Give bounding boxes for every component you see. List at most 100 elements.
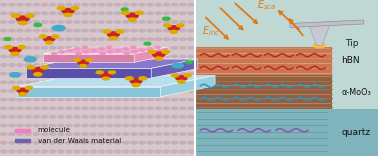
Circle shape bbox=[147, 116, 153, 118]
Circle shape bbox=[9, 46, 15, 49]
Circle shape bbox=[58, 81, 64, 84]
Circle shape bbox=[17, 133, 23, 135]
Circle shape bbox=[98, 90, 104, 92]
Circle shape bbox=[115, 124, 121, 127]
Circle shape bbox=[123, 21, 129, 23]
Circle shape bbox=[82, 72, 88, 75]
Circle shape bbox=[1, 90, 7, 92]
Circle shape bbox=[67, 49, 72, 51]
Circle shape bbox=[17, 3, 23, 6]
Circle shape bbox=[131, 64, 137, 66]
Circle shape bbox=[163, 21, 169, 23]
Circle shape bbox=[90, 81, 96, 84]
Circle shape bbox=[123, 150, 129, 153]
Circle shape bbox=[131, 107, 137, 110]
Circle shape bbox=[1, 29, 7, 32]
Circle shape bbox=[172, 98, 178, 101]
Circle shape bbox=[107, 46, 112, 48]
Circle shape bbox=[9, 3, 15, 6]
Bar bbox=[195, 0, 378, 156]
Circle shape bbox=[139, 124, 145, 127]
Circle shape bbox=[19, 21, 27, 25]
Circle shape bbox=[9, 116, 15, 118]
Circle shape bbox=[177, 24, 184, 27]
Circle shape bbox=[180, 72, 186, 75]
Circle shape bbox=[139, 38, 145, 40]
Circle shape bbox=[139, 77, 147, 80]
Circle shape bbox=[17, 46, 23, 49]
Circle shape bbox=[4, 38, 11, 40]
Circle shape bbox=[34, 73, 42, 76]
Circle shape bbox=[123, 133, 129, 135]
Circle shape bbox=[66, 81, 72, 84]
Circle shape bbox=[42, 133, 48, 135]
Circle shape bbox=[11, 14, 20, 17]
Circle shape bbox=[50, 55, 56, 58]
Circle shape bbox=[42, 107, 48, 110]
Circle shape bbox=[33, 141, 39, 144]
Circle shape bbox=[115, 98, 121, 101]
Text: molecule: molecule bbox=[38, 127, 71, 133]
Circle shape bbox=[131, 90, 137, 92]
Circle shape bbox=[9, 141, 15, 144]
Circle shape bbox=[58, 46, 64, 49]
Circle shape bbox=[82, 3, 88, 6]
Circle shape bbox=[163, 150, 169, 153]
Circle shape bbox=[9, 124, 15, 127]
Circle shape bbox=[123, 90, 129, 92]
Circle shape bbox=[172, 38, 178, 40]
Circle shape bbox=[163, 72, 169, 75]
Circle shape bbox=[1, 38, 7, 40]
Circle shape bbox=[1, 55, 7, 58]
Circle shape bbox=[58, 29, 64, 32]
Circle shape bbox=[164, 24, 171, 27]
Circle shape bbox=[129, 18, 136, 21]
Circle shape bbox=[139, 150, 145, 153]
Circle shape bbox=[58, 90, 64, 92]
Circle shape bbox=[147, 38, 153, 40]
Circle shape bbox=[180, 150, 186, 153]
Circle shape bbox=[74, 12, 80, 15]
Text: $E_\mathregular{sca}$: $E_\mathregular{sca}$ bbox=[257, 0, 276, 12]
Circle shape bbox=[188, 3, 194, 6]
Circle shape bbox=[9, 64, 15, 66]
Circle shape bbox=[58, 12, 64, 15]
Circle shape bbox=[135, 11, 143, 14]
Circle shape bbox=[155, 98, 161, 101]
Circle shape bbox=[17, 141, 23, 144]
Circle shape bbox=[90, 133, 96, 135]
Bar bbox=[15, 129, 30, 132]
Circle shape bbox=[188, 55, 194, 58]
Circle shape bbox=[180, 12, 186, 15]
Circle shape bbox=[66, 150, 72, 153]
Bar bbox=[0, 0, 195, 156]
Circle shape bbox=[115, 3, 121, 6]
Circle shape bbox=[162, 50, 170, 53]
Circle shape bbox=[90, 21, 96, 23]
Circle shape bbox=[9, 133, 15, 135]
Circle shape bbox=[90, 12, 96, 15]
Circle shape bbox=[172, 55, 178, 58]
Circle shape bbox=[155, 90, 161, 92]
Circle shape bbox=[66, 98, 72, 101]
Circle shape bbox=[10, 73, 20, 77]
Circle shape bbox=[155, 38, 161, 40]
Circle shape bbox=[108, 71, 116, 74]
Circle shape bbox=[50, 21, 56, 23]
Circle shape bbox=[90, 3, 96, 6]
Circle shape bbox=[33, 64, 39, 66]
Circle shape bbox=[155, 141, 161, 144]
Circle shape bbox=[188, 46, 194, 49]
Circle shape bbox=[1, 12, 7, 15]
Circle shape bbox=[66, 124, 72, 127]
Text: Tip: Tip bbox=[345, 39, 358, 48]
Circle shape bbox=[42, 124, 48, 127]
Circle shape bbox=[98, 141, 104, 144]
Circle shape bbox=[180, 21, 186, 23]
Circle shape bbox=[26, 14, 34, 17]
Circle shape bbox=[168, 26, 180, 30]
Circle shape bbox=[98, 29, 104, 32]
Circle shape bbox=[9, 150, 15, 153]
Circle shape bbox=[107, 98, 113, 101]
Circle shape bbox=[90, 29, 96, 32]
